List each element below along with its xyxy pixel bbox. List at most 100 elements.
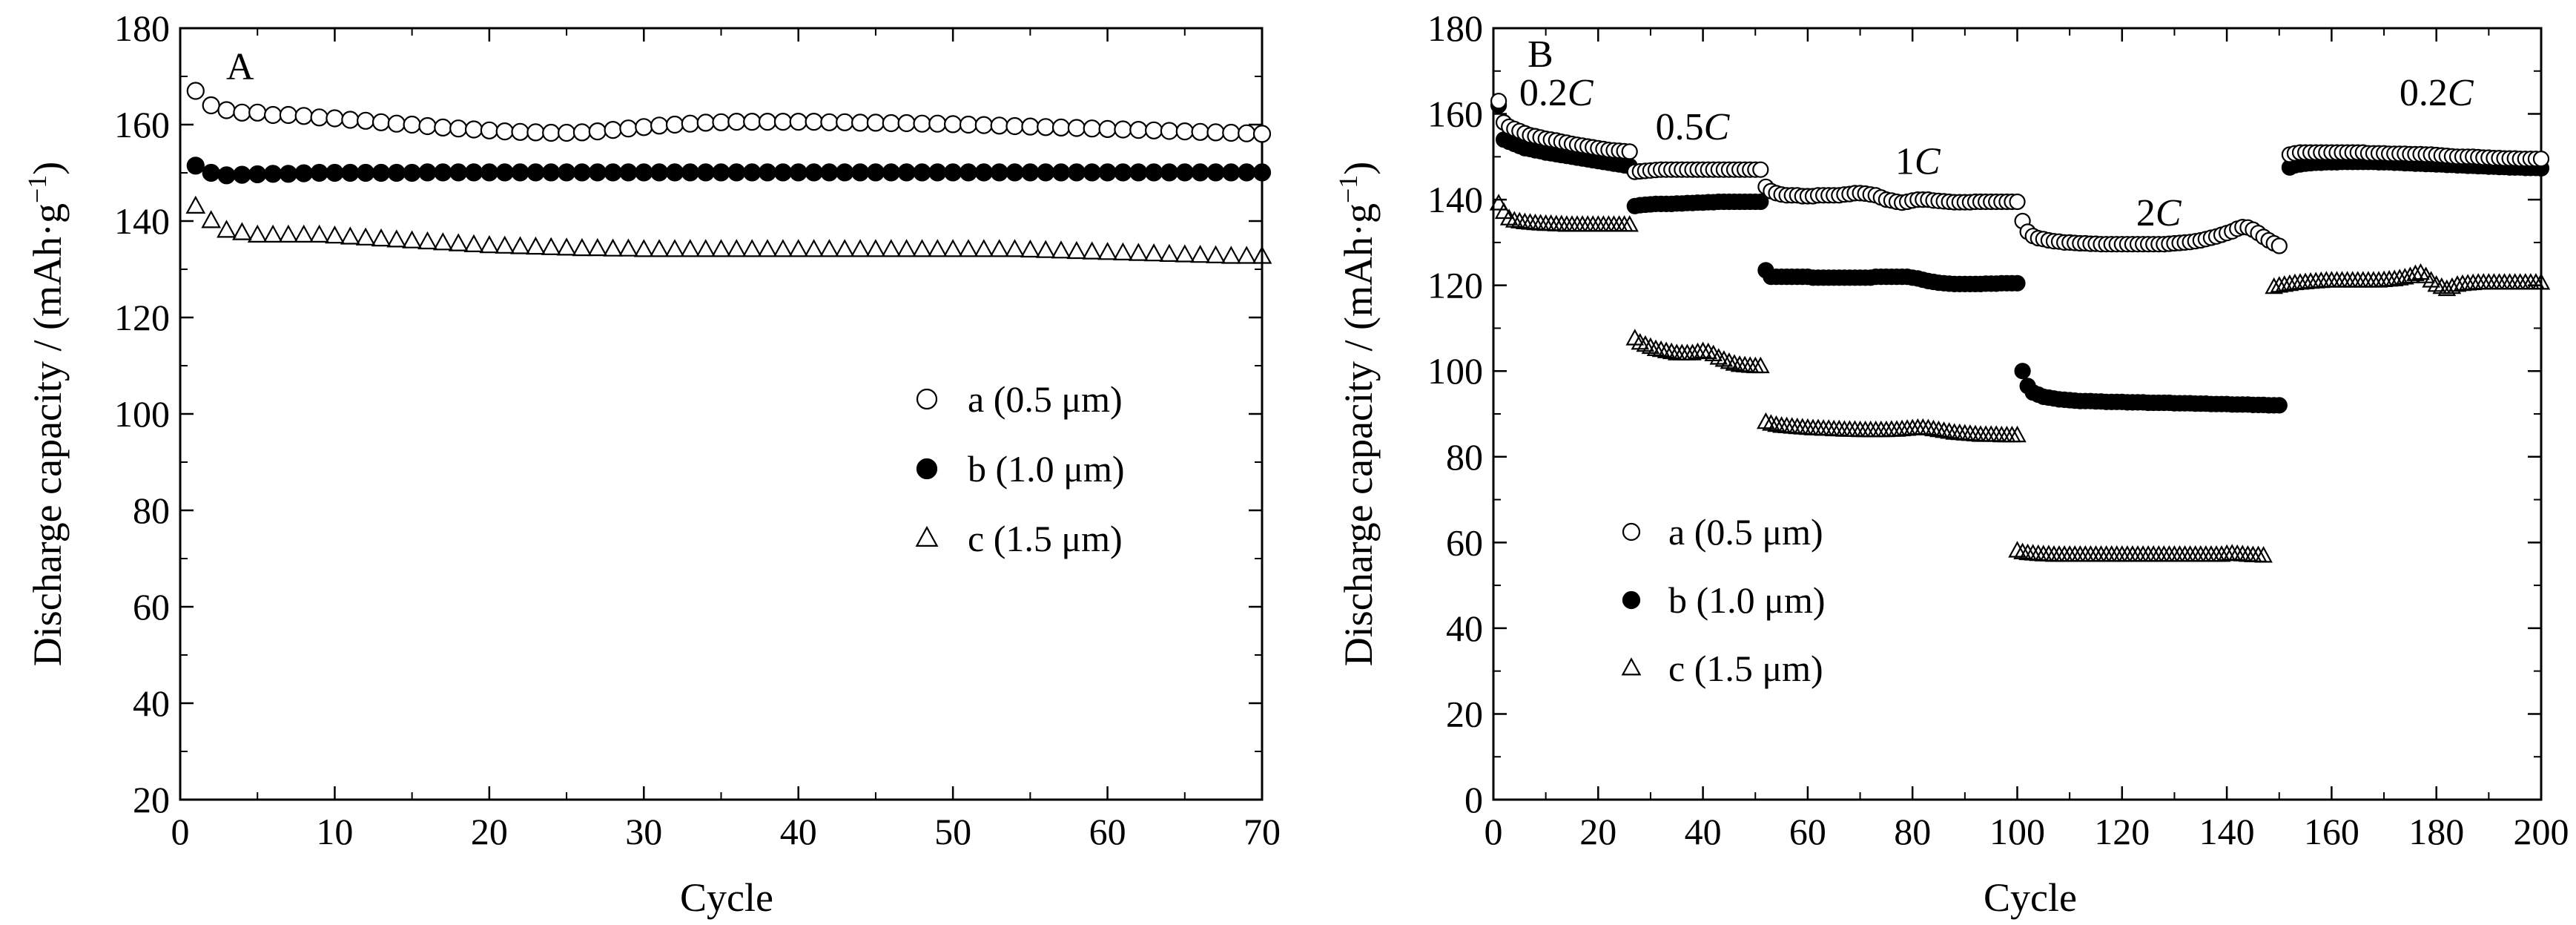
- series-a-point: [1222, 123, 1241, 142]
- series-b-point: [789, 163, 808, 182]
- series-b-point: [1160, 163, 1179, 182]
- series-c-point: [2338, 271, 2357, 288]
- series-b-point: [1083, 163, 1101, 182]
- series-c-point: [2070, 545, 2090, 562]
- series-a-point: [557, 123, 576, 142]
- series-c-point: [1861, 420, 1880, 438]
- series-b-point: [2009, 274, 2026, 292]
- series-c-point: [958, 239, 979, 257]
- y-tick-label: 160: [1427, 93, 1483, 135]
- series-b-point: [1051, 163, 1071, 182]
- series-c-point: [1694, 341, 1712, 358]
- series-c-point: [1610, 215, 1628, 232]
- series-c-point: [2495, 273, 2514, 290]
- series-c-point: [2354, 271, 2373, 288]
- series-b-point: [464, 163, 483, 182]
- x-tick-label: 80: [1894, 811, 1931, 852]
- series-c-point: [680, 239, 701, 257]
- series-a-point: [1238, 124, 1256, 142]
- series-c-point: [479, 235, 500, 254]
- y-tick-label: 80: [1446, 436, 1483, 478]
- series-c-point: [1097, 242, 1117, 260]
- series-c-point: [2118, 545, 2137, 562]
- series-c-point: [432, 232, 453, 251]
- series-c-point: [989, 239, 1010, 257]
- series-c-point: [1714, 350, 1734, 367]
- series-b-point: [758, 163, 777, 182]
- series-c-point: [1035, 240, 1056, 258]
- series-c-point: [2532, 273, 2551, 290]
- series-b-point: [727, 163, 746, 182]
- series-c-point: [834, 239, 855, 257]
- y-tick-label: 80: [133, 490, 170, 531]
- series-c-point: [1573, 215, 1592, 232]
- series-a-point: [418, 116, 437, 136]
- series-c-point: [1751, 356, 1770, 374]
- series-a-point: [1005, 116, 1024, 136]
- y-tick-label: 60: [1446, 521, 1483, 563]
- series-a-point: [326, 109, 344, 128]
- legend-marker: [916, 388, 938, 410]
- series-b-point: [248, 165, 267, 184]
- legend-label: c (1.5 μm): [1668, 648, 1823, 689]
- series-c-point: [804, 239, 824, 257]
- legend-marker: [1622, 522, 1641, 541]
- series-b-point: [1144, 163, 1163, 182]
- y-tick-label: 160: [114, 104, 170, 145]
- series-c-point: [1699, 342, 1717, 360]
- y-tick-label: 120: [114, 297, 170, 338]
- series-a-point: [464, 120, 483, 139]
- y-tick-label: 60: [133, 586, 170, 628]
- series-c-point: [1159, 243, 1180, 262]
- series-c-point: [1082, 241, 1103, 260]
- series-a-point: [248, 103, 267, 122]
- series-b-point: [326, 163, 344, 182]
- series-a-point: [217, 101, 236, 119]
- series-c-point: [757, 239, 778, 257]
- series-c-point: [1252, 246, 1272, 264]
- series-c-point: [2092, 545, 2110, 562]
- series-c-point: [1236, 246, 1257, 264]
- series-c-point: [2521, 273, 2540, 290]
- series-b-point: [449, 163, 468, 182]
- series-c-point: [881, 239, 902, 257]
- series-a-point: [495, 122, 514, 141]
- x-tick-label: 140: [2199, 811, 2255, 852]
- series-c-point: [850, 239, 871, 257]
- series-a-point: [1175, 122, 1194, 141]
- series-b-point: [913, 163, 931, 182]
- series-c-point: [2359, 271, 2378, 288]
- legend-marker: [915, 525, 939, 547]
- series-c-point: [2165, 545, 2184, 562]
- series-c-point: [896, 239, 917, 257]
- series-b-point: [233, 165, 251, 184]
- series-b-point: [495, 163, 514, 182]
- series-c-point: [1646, 339, 1665, 356]
- series-c-point: [2076, 545, 2095, 562]
- series-c-point: [2275, 275, 2294, 292]
- series-c-point: [2133, 545, 2153, 562]
- legend-marker: [1622, 590, 1641, 610]
- rate-label: 0.5C: [1656, 106, 1731, 148]
- series-c-point: [2432, 277, 2451, 294]
- series-a-point: [1252, 125, 1272, 143]
- series-b-point: [403, 163, 421, 182]
- y-tick-label: 20: [133, 779, 170, 820]
- series-b-point: [2014, 363, 2031, 380]
- series-c-point: [2176, 545, 2194, 562]
- series-c-point: [541, 237, 561, 255]
- series-c-point: [1992, 425, 2011, 443]
- series-a-point: [959, 115, 978, 134]
- series-a-point: [202, 96, 220, 115]
- x-tick-label: 40: [1685, 811, 1722, 852]
- series-b-point: [1191, 163, 1209, 182]
- series-c-point: [340, 226, 360, 245]
- series-a-point: [1051, 118, 1071, 136]
- series-c-point: [1221, 246, 1241, 264]
- series-c-point: [1557, 215, 1576, 232]
- series-c-point: [2055, 545, 2074, 562]
- series-a-point: [526, 123, 545, 142]
- series-b-point: [1129, 163, 1148, 182]
- series-b-point: [202, 163, 220, 182]
- x-tick-label: 0: [171, 811, 190, 852]
